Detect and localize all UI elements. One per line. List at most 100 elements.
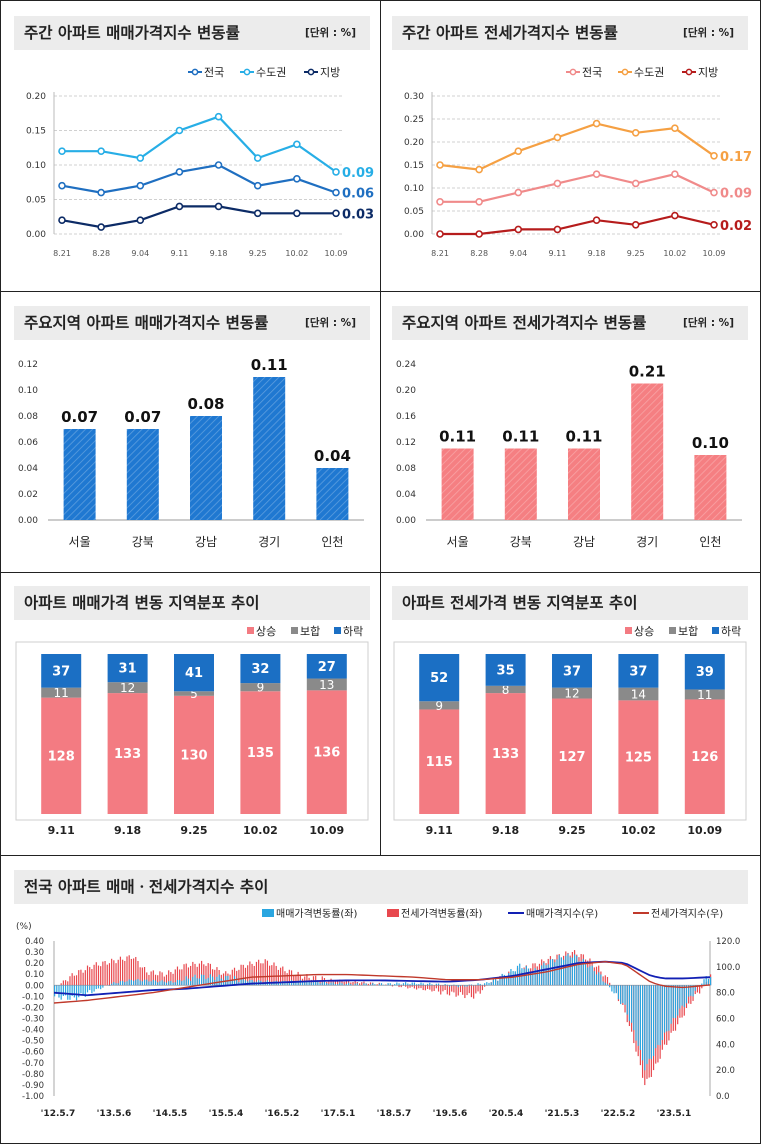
legend-label: 수도권: [634, 66, 664, 79]
data-point: [214, 202, 223, 211]
change-bar: [264, 959, 266, 986]
change-bar: [613, 985, 615, 994]
change-bar: [330, 982, 332, 986]
change-bar: [484, 985, 486, 987]
change-bar: [464, 985, 466, 999]
change-bar: [117, 959, 119, 986]
data-point: [175, 202, 184, 211]
legend-label: 매매가격지수(우): [526, 907, 598, 920]
change-bar: [337, 979, 339, 986]
bar-value-label: 0.04: [314, 447, 351, 465]
x-tick-label: '16.5.2: [265, 1109, 300, 1119]
dist-jeonse-chart: 상승 보합 하락 115 9 52 9.11 133 8 35 9.18 127 12 37 9.25 125…: [393, 624, 747, 837]
weekly-jeonse-chart: 0.00 0.05 0.10 0.15 0.20 0.25 0.30 8.21 8.28 9.04…: [404, 66, 752, 258]
change-bar: [172, 973, 174, 986]
change-bar: [527, 968, 530, 986]
legend-label: 수도권: [256, 66, 286, 79]
change-bar: [352, 981, 354, 986]
change-bar: [372, 983, 374, 986]
stack-segment: [684, 654, 725, 690]
change-bar: [391, 984, 394, 986]
data-point: [631, 179, 640, 188]
change-bar: [238, 982, 240, 986]
change-bar: [387, 983, 389, 986]
change-bar: [648, 985, 650, 1059]
x-tick-label: '17.5.1: [321, 1109, 356, 1119]
y-tick-label-left: -0.80: [22, 1070, 44, 1080]
change-bar: [288, 981, 290, 986]
stack-segment: [41, 687, 82, 698]
change-bar: [692, 985, 694, 997]
change-bar: [124, 982, 126, 986]
national-index-chart: (%)0.400.300.200.100.00-0.10-0.20-0.30-0…: [16, 907, 740, 1119]
category-label: 경기: [636, 535, 658, 549]
change-bar: [174, 982, 176, 986]
change-bar: [211, 976, 214, 986]
change-bar: [238, 969, 240, 986]
end-value-label: 0.09: [342, 166, 374, 181]
change-bar: [260, 963, 262, 986]
change-bar: [398, 985, 400, 988]
y-tick-label: 0.08: [396, 464, 416, 474]
change-bar: [646, 985, 648, 1065]
change-bar: [405, 982, 407, 986]
y-tick-label: 0.00: [18, 516, 38, 526]
change-bar: [455, 985, 457, 987]
stack-segment: [41, 697, 82, 814]
change-bar: [477, 983, 479, 986]
change-bar: [444, 984, 446, 986]
change-bar: [657, 985, 659, 1045]
change-bar: [146, 979, 148, 986]
change-bar: [628, 985, 631, 1021]
panel-title: 주요지역 아파트 전세가격지수 변동률 [단위 : %]: [392, 306, 748, 340]
change-bar: [54, 985, 56, 997]
change-bar: [60, 983, 62, 986]
change-bar: [293, 981, 295, 986]
change-bar: [444, 985, 446, 991]
data-point: [436, 198, 444, 206]
change-bar: [455, 985, 457, 997]
y-tick-label-left: 0.20: [25, 959, 44, 969]
change-bar: [187, 978, 190, 986]
segment-value-label: 37: [629, 664, 647, 679]
change-bar: [343, 981, 345, 986]
change-bar: [89, 985, 91, 991]
category-label: 9.11: [426, 824, 453, 837]
change-bar: [341, 983, 343, 986]
change-bar: [240, 964, 242, 986]
change-bar: [694, 985, 696, 991]
change-bar: [286, 973, 288, 986]
change-bar: [148, 974, 150, 986]
x-tick-label: '18.5.7: [377, 1109, 412, 1119]
y-tick-label-left: 0.10: [25, 970, 44, 980]
change-bar: [367, 983, 369, 986]
bar: [441, 448, 474, 520]
x-tick-label: '19.5.6: [433, 1109, 468, 1119]
change-bar: [183, 964, 185, 986]
change-bar: [111, 983, 113, 986]
legend-label: 전세가격지수(우): [651, 907, 723, 920]
change-bar: [128, 979, 130, 986]
change-bar: [459, 985, 462, 993]
stack-segment: [41, 654, 82, 688]
change-bar: [554, 962, 556, 986]
x-tick-label: 9.25: [627, 249, 645, 258]
change-bar: [106, 964, 108, 986]
change-bar: [200, 960, 203, 986]
change-bar: [470, 984, 473, 986]
change-bar: [75, 985, 78, 1001]
panel-title: 아파트 전세가격 변동 지역분포 추이: [392, 586, 748, 620]
change-bar: [194, 963, 196, 986]
change-bar: [409, 984, 411, 986]
change-bar: [407, 983, 409, 986]
change-bar: [97, 965, 100, 986]
change-bar: [573, 954, 576, 986]
change-bar: [429, 982, 431, 986]
stack-segment: [552, 698, 592, 814]
y-tick-label: 0.10: [26, 161, 46, 171]
change-bar: [93, 985, 95, 992]
change-bar: [492, 979, 494, 986]
change-bar: [407, 985, 409, 989]
panel-title: 주요지역 아파트 매매가격지수 변동률 [단위 : %]: [14, 306, 370, 340]
stack-segment: [485, 693, 526, 814]
